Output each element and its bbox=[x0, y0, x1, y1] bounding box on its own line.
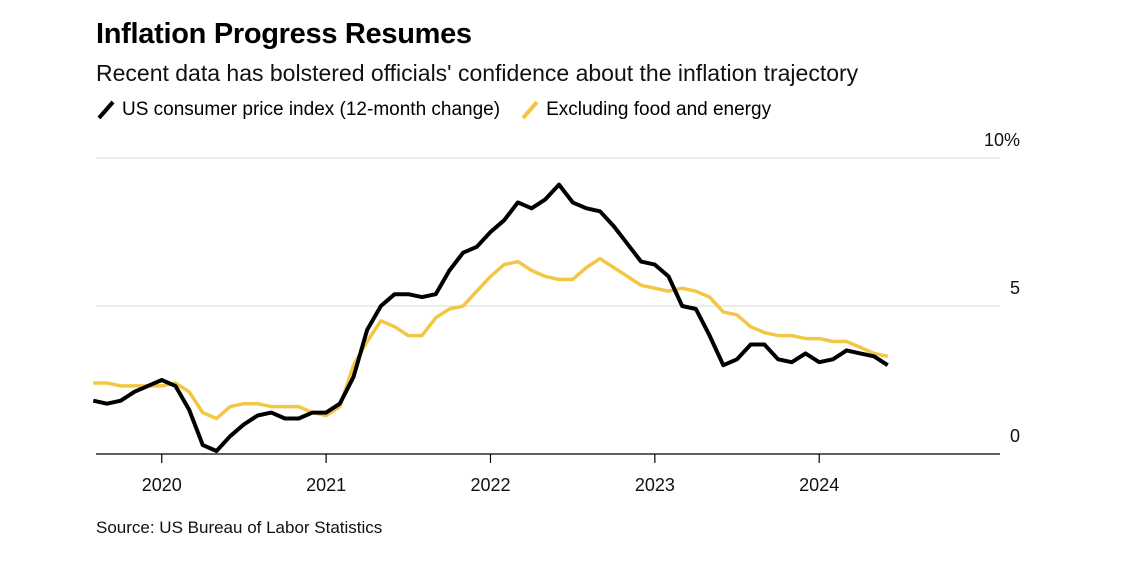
chart-subtitle: Recent data has bolstered officials' con… bbox=[96, 60, 859, 86]
chart-legend: US consumer price index (12-month change… bbox=[96, 99, 791, 121]
y-tick-label: 10% bbox=[984, 130, 1020, 150]
y-axis-tick-labels: 10% 5 0 bbox=[984, 130, 1020, 446]
legend-label-cpi: US consumer price index (12-month change… bbox=[122, 99, 501, 120]
legend-swatch-core bbox=[521, 100, 539, 120]
x-tick-label: 2022 bbox=[470, 475, 510, 495]
source-note: Source: US Bureau of Labor Statistics bbox=[96, 518, 383, 537]
series-line-core bbox=[93, 256, 889, 421]
chart-title: Inflation Progress Resumes bbox=[96, 18, 472, 50]
x-tick-label: 2024 bbox=[799, 475, 839, 495]
legend-item-core: Excluding food and energy bbox=[520, 99, 771, 121]
gridlines bbox=[96, 157, 1000, 307]
x-tick-label: 2020 bbox=[142, 475, 182, 495]
y-tick-label: 5 bbox=[1010, 278, 1020, 298]
legend-label-core: Excluding food and energy bbox=[546, 99, 772, 120]
series-line-cpi bbox=[92, 182, 889, 453]
legend-swatch-cpi bbox=[97, 100, 115, 120]
x-tick-label: 2021 bbox=[306, 475, 346, 495]
series-lines bbox=[92, 182, 889, 453]
legend-item-cpi: US consumer price index (12-month change… bbox=[96, 99, 500, 121]
y-tick-label: 0 bbox=[1010, 426, 1020, 446]
x-axis-ticks: 2020 2021 2022 2023 2024 bbox=[96, 453, 1000, 495]
x-tick-label: 2023 bbox=[635, 475, 675, 495]
